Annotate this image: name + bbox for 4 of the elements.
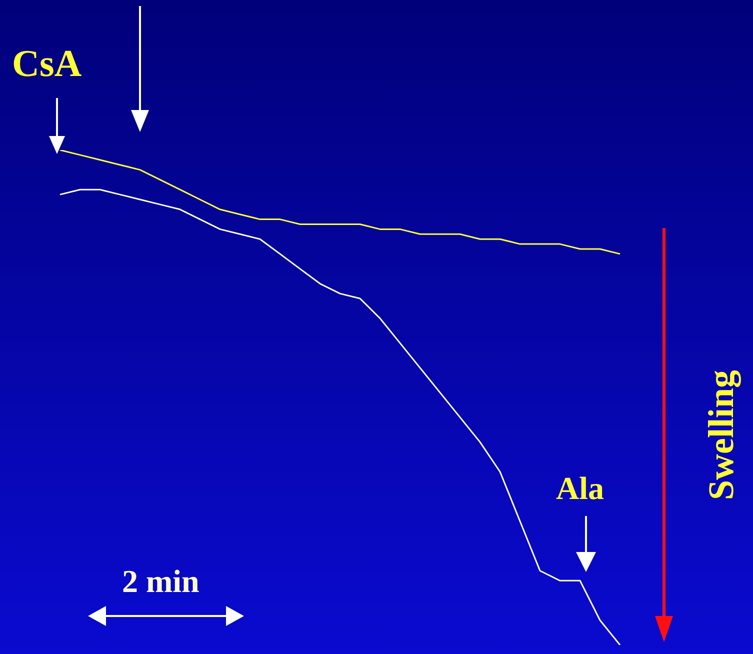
text: CsA: [12, 42, 82, 86]
text: Swelling: [700, 370, 742, 500]
annotation: 2 min: [122, 563, 200, 600]
annotation: Ala: [556, 470, 604, 507]
